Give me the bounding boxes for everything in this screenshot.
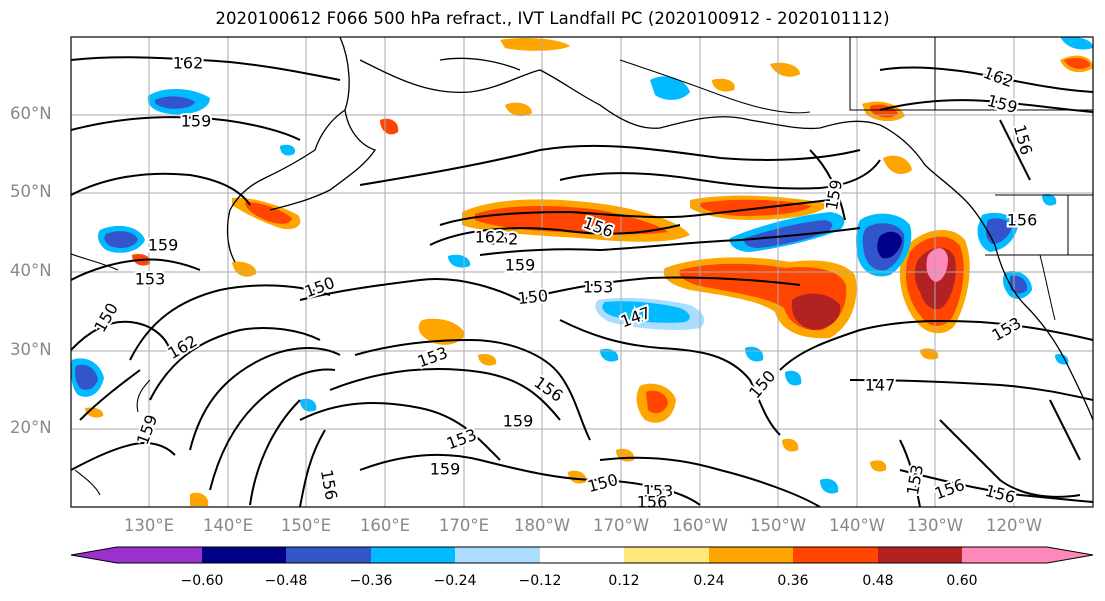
colorbar-tick: −0.24 bbox=[433, 573, 477, 589]
lat-label: 30°N bbox=[10, 340, 52, 359]
colorbar-segments bbox=[71, 547, 1093, 563]
lon-label: 160°W bbox=[671, 516, 729, 535]
colorbar-segment bbox=[709, 547, 793, 563]
colorbar-tick: 0.36 bbox=[777, 573, 809, 589]
colorbar-tick: −0.12 bbox=[518, 573, 562, 589]
positive-anomaly-shading bbox=[85, 38, 1093, 506]
lon-label: 150°W bbox=[749, 516, 807, 535]
contour-label: 147 bbox=[865, 376, 896, 395]
contour-label: 153 bbox=[643, 482, 674, 501]
colorbar-segment bbox=[962, 547, 1047, 563]
colorbar-segment bbox=[202, 547, 286, 563]
colorbar-tick: −0.60 bbox=[180, 573, 224, 589]
lon-label: 130°E bbox=[123, 516, 175, 535]
coastlines bbox=[71, 37, 1093, 496]
colorbar-segment bbox=[878, 547, 962, 563]
colorbar-outline bbox=[70, 546, 1094, 564]
contour-label: 162 bbox=[475, 228, 506, 247]
contour-label: 162 bbox=[488, 230, 519, 249]
colorbar-extend-low bbox=[71, 547, 117, 563]
colorbar-tick: −0.48 bbox=[264, 573, 308, 589]
map-frame bbox=[70, 36, 1094, 508]
lat-label: 60°N bbox=[10, 104, 52, 123]
contour-label: 153 bbox=[135, 270, 166, 289]
colorbar-tick: −0.36 bbox=[349, 573, 393, 589]
colorbar-extend-high bbox=[1047, 547, 1093, 563]
map-title: 2020100612 F066 500 hPa refract., IVT La… bbox=[215, 9, 890, 28]
colorbar-tick: 0.24 bbox=[693, 573, 725, 589]
lon-label: 120°W bbox=[985, 516, 1043, 535]
shading-layer bbox=[71, 37, 1093, 506]
lon-label: 160°E bbox=[359, 516, 411, 535]
contour-label: 159 bbox=[503, 412, 534, 431]
lon-label: 170°E bbox=[438, 516, 490, 535]
colorbar-segment bbox=[117, 547, 202, 563]
contour-label: 159 bbox=[430, 460, 461, 479]
contour-label: 153 bbox=[583, 278, 614, 297]
contour-label: 156 bbox=[1007, 211, 1038, 230]
negative-anomaly-shading bbox=[71, 37, 1093, 494]
graticule bbox=[71, 37, 1093, 507]
contour-label: 162 bbox=[173, 54, 204, 73]
lon-label: 140°E bbox=[202, 516, 254, 535]
lon-label: 130°W bbox=[906, 516, 964, 535]
colorbar-segment bbox=[624, 547, 709, 563]
lon-label: 180°W bbox=[513, 516, 571, 535]
colorbar-tick: 0.12 bbox=[608, 573, 640, 589]
lat-label: 50°N bbox=[10, 182, 52, 201]
colorbar-segment bbox=[371, 547, 455, 563]
lon-label: 150°E bbox=[280, 516, 332, 535]
colorbar-segment bbox=[540, 547, 624, 563]
contour-label: 159 bbox=[181, 112, 212, 131]
colorbar-tick: 0.60 bbox=[946, 573, 978, 589]
lon-label: 170°W bbox=[592, 516, 650, 535]
contour-label: 159 bbox=[505, 256, 536, 275]
lat-label: 40°N bbox=[10, 261, 52, 280]
colorbar-segment bbox=[286, 547, 371, 563]
colorbar-tick: 0.48 bbox=[862, 573, 894, 589]
colorbar-segment bbox=[455, 547, 540, 563]
lon-label: 140°W bbox=[828, 516, 886, 535]
lat-label: 20°N bbox=[10, 418, 52, 437]
colorbar-segment bbox=[793, 547, 878, 563]
contour-label: 159 bbox=[148, 236, 179, 255]
height-contours bbox=[71, 56, 1093, 507]
